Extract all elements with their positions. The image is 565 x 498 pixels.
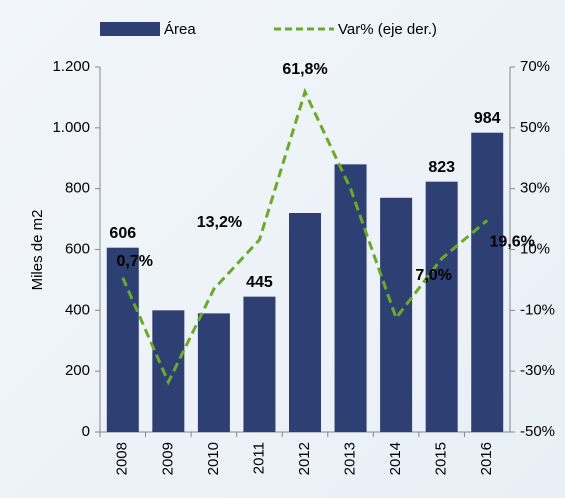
bar [471,132,504,432]
x-tick-label: 2015 [433,442,450,475]
bar [243,296,276,432]
y-axis-label: Miles de m2 [29,210,46,291]
y-tick-label: 1.000 [52,119,90,136]
legend-label: Var% (eje der.) [338,21,437,38]
x-tick-label: 2016 [478,442,495,475]
legend-label: Área [164,21,196,38]
y2-tick-label: -10% [520,301,555,318]
x-tick-label: 2008 [114,442,131,475]
x-tick-label: 2014 [387,442,404,475]
x-tick-label: 2009 [159,442,176,475]
y-tick-label: 800 [65,180,90,197]
y-tick-label: 0 [82,423,90,440]
bar [425,181,458,432]
line-value-label: 7,0% [415,267,451,284]
bar [106,247,139,432]
y2-tick-label: 70% [520,58,550,75]
y2-tick-label: 10% [520,240,550,257]
line-value-label: 13,2% [197,214,242,231]
y2-tick-label: 30% [520,180,550,197]
y2-tick-label: -30% [520,362,555,379]
line-value-label: 19,6% [490,234,535,251]
x-tick-label: 2012 [296,442,313,475]
x-tick-label: 2013 [342,442,359,475]
bar-value-label: 445 [246,274,273,291]
bar [334,164,367,433]
line-value-label: 0,7% [117,253,153,270]
bar [152,310,185,432]
y-tick-label: 600 [65,240,90,257]
y-tick-label: 400 [65,301,90,318]
bar [289,213,321,432]
y2-tick-label: -50% [520,423,555,440]
bar-value-label: 984 [474,110,501,127]
y-tick-label: 1.200 [52,58,90,75]
y2-tick-label: 50% [520,119,550,136]
x-tick-label: 2010 [205,442,222,475]
line [121,87,489,386]
bar-value-label: 823 [428,159,455,176]
line-value-label: 61,8% [282,61,327,78]
bar-value-label: 606 [109,225,136,242]
bar [197,313,230,432]
legend-swatch [100,22,160,36]
x-tick-label: 2011 [250,442,267,474]
y-tick-label: 200 [65,362,90,379]
